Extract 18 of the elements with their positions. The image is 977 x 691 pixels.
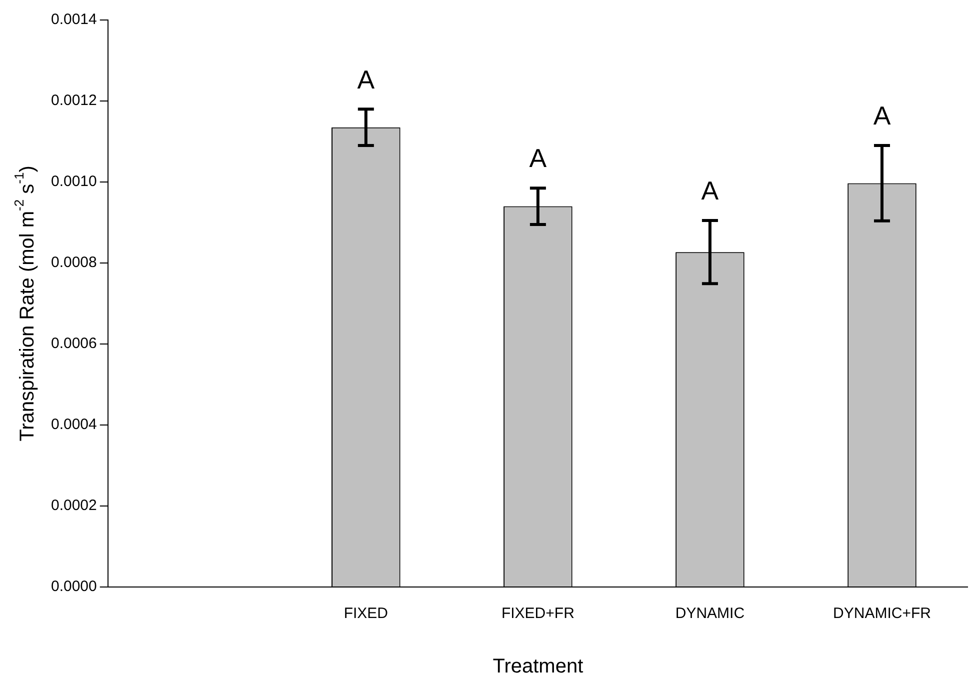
y-tick-label: 0.0002 xyxy=(50,497,97,514)
x-tick-label: DYNAMIC xyxy=(675,605,745,622)
annotation: A xyxy=(701,176,720,206)
y-tick-label: 0.0010 xyxy=(50,173,97,190)
y-tick-label: 0.0006 xyxy=(50,335,97,352)
x-axis-title: Treatment xyxy=(492,656,584,678)
y-axis-title: Transpiration Rate (mol m-2 s-1) xyxy=(12,166,39,442)
y-tick-label: 0.0008 xyxy=(50,254,97,272)
x-tick-label: DYNAMIC+FR xyxy=(833,605,932,622)
x-tick-label: FIXED+FR xyxy=(501,605,575,622)
annotation: A xyxy=(529,143,548,174)
y-tick-label: 0.0014 xyxy=(50,11,97,28)
y-tick-label: 0.0004 xyxy=(50,416,97,434)
y-tick-label: 0.0012 xyxy=(50,92,97,110)
x-tick-label: FIXED xyxy=(344,605,388,622)
annotation: A xyxy=(873,100,892,131)
y-tick-label: 0.0000 xyxy=(50,578,97,596)
annotation: A xyxy=(357,64,376,94)
